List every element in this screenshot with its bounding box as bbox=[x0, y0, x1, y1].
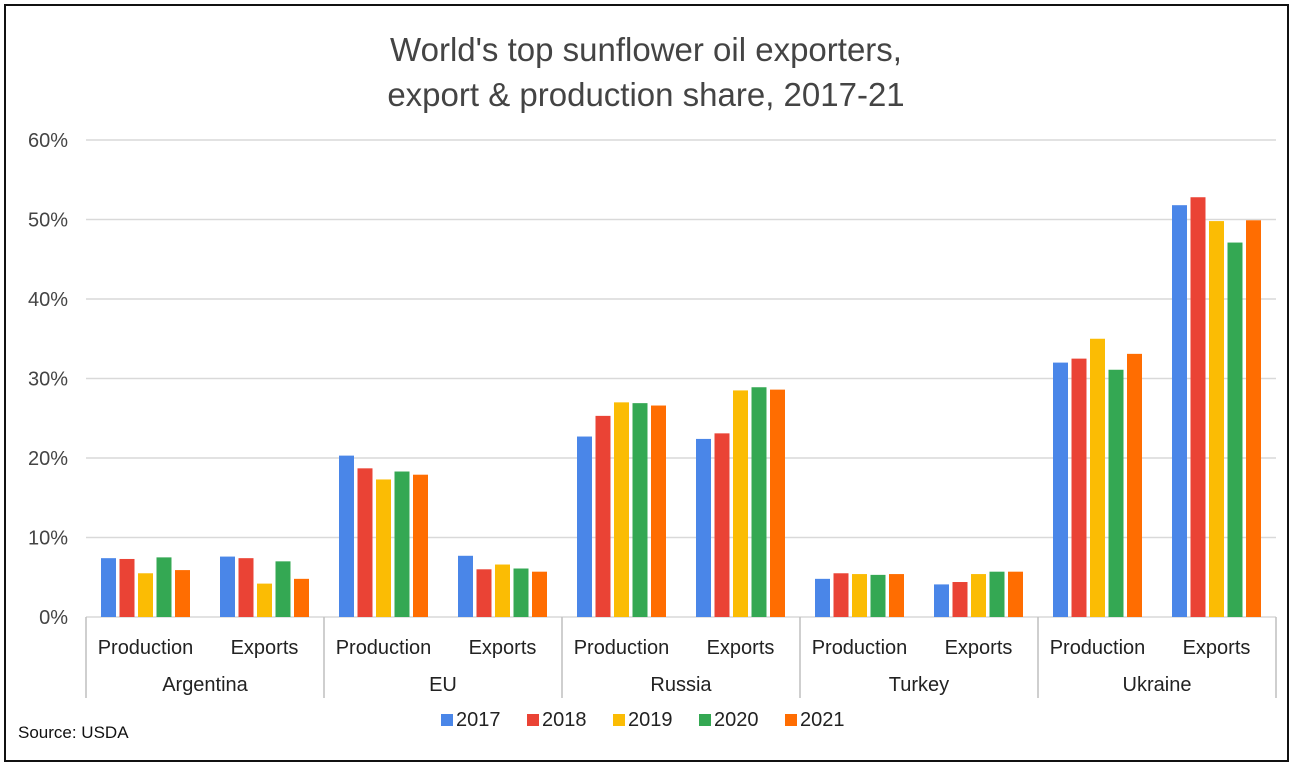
legend-label: 2017 bbox=[456, 709, 501, 731]
bar-2018 bbox=[238, 558, 254, 617]
chart-title-line-2: export & production share, 2017-21 bbox=[387, 76, 904, 113]
bar-2020 bbox=[632, 403, 648, 617]
subcategory-label: Exports bbox=[231, 637, 299, 659]
bar-2018 bbox=[119, 558, 135, 617]
bar-2021 bbox=[651, 405, 666, 617]
y-tick-label: 30% bbox=[28, 369, 68, 391]
group-label: Ukraine bbox=[1123, 674, 1192, 696]
bar-2017 bbox=[101, 558, 116, 617]
bar-2019 bbox=[1090, 338, 1105, 617]
bar-2018 bbox=[1190, 197, 1206, 618]
legend-label: 2018 bbox=[542, 709, 587, 731]
bars bbox=[101, 197, 1261, 618]
legend-swatch-2019 bbox=[613, 714, 625, 726]
bar-2019 bbox=[376, 479, 391, 617]
bar-2017 bbox=[1172, 205, 1187, 617]
subcategory-label: Exports bbox=[469, 637, 537, 659]
legend: 2017 2018 2019 2020 2021 bbox=[441, 709, 845, 731]
bar-2020 bbox=[1227, 242, 1243, 617]
bar-2017 bbox=[458, 555, 473, 617]
subcategory-label: Production bbox=[574, 637, 670, 659]
bar-2018 bbox=[357, 468, 373, 617]
subcategory-label: Exports bbox=[1183, 637, 1251, 659]
subcategory-label: Production bbox=[336, 637, 432, 659]
bar-2020 bbox=[513, 568, 529, 617]
group-label: EU bbox=[429, 674, 457, 696]
bar-2020 bbox=[1108, 369, 1124, 617]
bar-2020 bbox=[989, 571, 1005, 617]
bar-2019 bbox=[257, 583, 272, 617]
subcategory-label: Production bbox=[812, 637, 908, 659]
bar-2020 bbox=[751, 387, 767, 617]
bar-2020 bbox=[275, 561, 291, 617]
legend-label: 2019 bbox=[628, 709, 673, 731]
chart-title-line-1: World's top sunflower oil exporters, bbox=[390, 31, 902, 68]
bar-2018 bbox=[952, 582, 968, 617]
bar-2017 bbox=[815, 578, 830, 617]
bar-2019 bbox=[495, 564, 510, 617]
y-tick-label: 20% bbox=[28, 448, 68, 470]
subcategory-label: Exports bbox=[707, 637, 775, 659]
y-axis-ticks: 0% 10% 20% 30% 40% 50% 60% bbox=[28, 130, 68, 629]
bar-2017 bbox=[220, 556, 235, 617]
x-axis-categories: Argentina Production Exports EU Production Ex… bbox=[85, 617, 1277, 698]
subcategory-label: Exports bbox=[945, 637, 1013, 659]
bar-2021 bbox=[294, 578, 309, 617]
legend-swatch-2021 bbox=[785, 714, 797, 726]
bar-2018 bbox=[714, 433, 730, 617]
bar-2018 bbox=[833, 573, 849, 617]
group-label: Russia bbox=[650, 674, 712, 696]
bar-2019 bbox=[614, 402, 629, 617]
bar-2017 bbox=[577, 436, 592, 617]
bar-2018 bbox=[595, 415, 611, 617]
bar-2019 bbox=[138, 573, 153, 617]
bar-2021 bbox=[175, 570, 190, 617]
bar-2021 bbox=[1008, 571, 1023, 617]
legend-swatch-2020 bbox=[699, 714, 711, 726]
bar-2020 bbox=[870, 574, 886, 617]
y-tick-label: 0% bbox=[39, 607, 68, 629]
y-tick-label: 40% bbox=[28, 289, 68, 311]
legend-label: 2020 bbox=[714, 709, 759, 731]
bar-2021 bbox=[413, 474, 428, 617]
chart-frame: World's top sunflower oil exporters, exp… bbox=[4, 4, 1289, 762]
bar-2017 bbox=[934, 584, 949, 617]
bar-2021 bbox=[1246, 220, 1261, 618]
bar-2017 bbox=[696, 438, 711, 617]
legend-label: 2021 bbox=[800, 709, 845, 731]
legend-swatch-2018 bbox=[527, 714, 539, 726]
bar-2017 bbox=[339, 455, 354, 617]
legend-swatch-2017 bbox=[441, 714, 453, 726]
bar-2021 bbox=[889, 574, 904, 617]
bar-2019 bbox=[971, 574, 986, 617]
bar-2019 bbox=[733, 390, 748, 617]
subcategory-label: Production bbox=[98, 637, 194, 659]
y-tick-label: 10% bbox=[28, 528, 68, 550]
y-tick-label: 60% bbox=[28, 130, 68, 152]
bar-2019 bbox=[852, 574, 867, 617]
source-note: Source: USDA bbox=[18, 723, 129, 742]
gridlines bbox=[86, 139, 1276, 618]
chart-svg: World's top sunflower oil exporters, exp… bbox=[18, 31, 1277, 742]
bar-2020 bbox=[156, 557, 172, 617]
bar-2018 bbox=[1071, 358, 1087, 617]
bar-2021 bbox=[532, 571, 547, 617]
bar-2017 bbox=[1053, 362, 1068, 617]
bar-2018 bbox=[476, 569, 492, 617]
group-label: Argentina bbox=[162, 674, 248, 696]
group-label: Turkey bbox=[889, 674, 949, 696]
subcategory-label: Production bbox=[1050, 637, 1146, 659]
bar-2021 bbox=[1127, 353, 1142, 617]
bar-2020 bbox=[394, 471, 410, 617]
bar-2019 bbox=[1209, 221, 1224, 617]
bar-2021 bbox=[770, 389, 785, 617]
y-tick-label: 50% bbox=[28, 210, 68, 232]
